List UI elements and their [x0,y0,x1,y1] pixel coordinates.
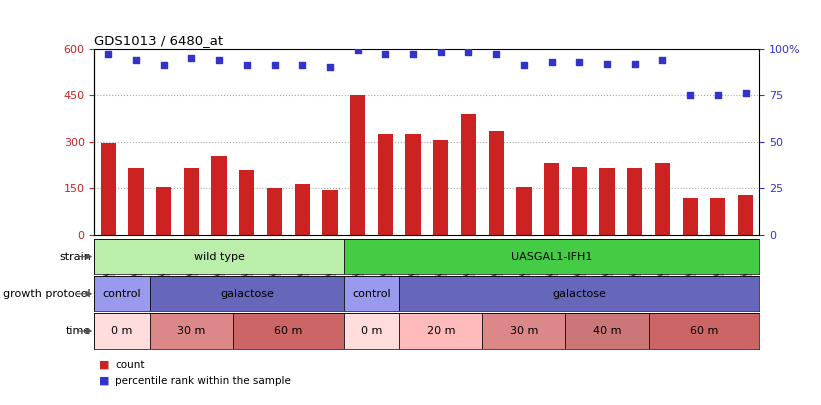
Point [378,51,392,58]
Bar [184,168,199,235]
Point [351,47,365,54]
Point [517,62,530,68]
Bar [649,313,759,349]
Bar [516,187,531,235]
Text: control: control [103,289,141,299]
Bar [488,131,504,235]
Bar [682,198,698,235]
Text: UASGAL1-IFH1: UASGAL1-IFH1 [511,252,592,262]
Text: ■: ■ [99,360,109,370]
Point [600,60,613,67]
Bar [323,190,337,235]
Text: wild type: wild type [194,252,245,262]
Point [684,92,697,98]
Bar [344,313,399,349]
Bar [566,313,649,349]
Bar [627,168,642,235]
Bar [433,140,448,235]
Text: 40 m: 40 m [593,326,621,336]
Bar [156,187,172,235]
Bar [94,313,150,349]
Bar [233,313,344,349]
Text: growth protocol: growth protocol [3,289,91,299]
Text: GDS1013 / 6480_at: GDS1013 / 6480_at [94,34,223,47]
Point [489,51,502,58]
Bar [212,156,227,235]
Text: 30 m: 30 m [177,326,205,336]
Bar [738,194,753,235]
Bar [150,276,344,311]
Point [656,57,669,63]
Bar [599,168,615,235]
Text: percentile rank within the sample: percentile rank within the sample [115,376,291,386]
Point [462,49,475,55]
Text: control: control [352,289,391,299]
Text: ■: ■ [99,376,109,386]
Text: count: count [115,360,144,370]
Point [157,62,170,68]
Bar [150,313,233,349]
Point [628,60,641,67]
Bar [344,239,759,274]
Point [130,57,143,63]
Point [323,64,337,70]
Point [185,55,198,61]
Point [406,51,420,58]
Text: 0 m: 0 m [360,326,383,336]
Point [739,90,752,96]
Bar [461,114,476,235]
Point [268,62,281,68]
Text: 60 m: 60 m [690,326,718,336]
Point [213,57,226,63]
Text: 20 m: 20 m [427,326,455,336]
Bar [101,143,116,235]
Bar [399,313,483,349]
Bar [710,198,726,235]
Bar [295,184,310,235]
Point [296,62,309,68]
Bar [378,134,393,235]
Point [102,51,115,58]
Bar [239,170,255,235]
Point [711,92,724,98]
Text: strain: strain [59,252,91,262]
Bar [267,188,282,235]
Text: galactose: galactose [220,289,273,299]
Bar [406,134,420,235]
Text: 30 m: 30 m [510,326,538,336]
Bar [571,166,587,235]
Point [241,62,254,68]
Bar [128,168,144,235]
Text: time: time [66,326,91,336]
Bar [655,164,670,235]
Bar [94,276,150,311]
Bar [344,276,399,311]
Point [434,49,447,55]
Point [573,58,586,65]
Bar [399,276,759,311]
Text: galactose: galactose [553,289,606,299]
Text: 60 m: 60 m [274,326,303,336]
Text: 0 m: 0 m [112,326,133,336]
Bar [350,95,365,235]
Bar [544,164,559,235]
Bar [94,239,344,274]
Point [545,58,558,65]
Bar [483,313,566,349]
